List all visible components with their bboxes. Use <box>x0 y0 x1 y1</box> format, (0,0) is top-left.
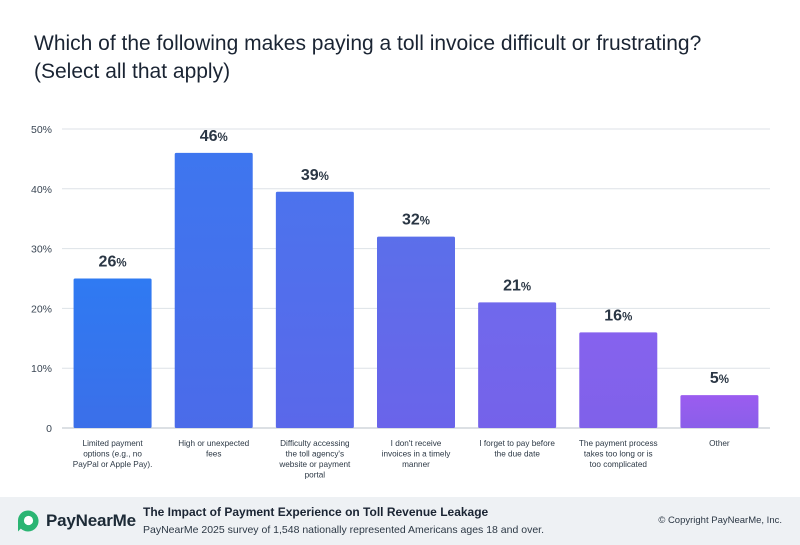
data-label: 16% <box>604 307 632 324</box>
data-label: 39% <box>301 167 329 184</box>
data-label: 32% <box>402 212 430 229</box>
y-tick-label: 30% <box>31 244 52 256</box>
x-tick-label: The payment process takes too long or is t… <box>579 439 658 469</box>
bar <box>478 302 557 428</box>
bar <box>377 236 455 428</box>
x-tick-label: I don't receive invoices in a timely manne… <box>382 439 452 469</box>
copyright-text: © Copyright PayNearMe, Inc. <box>658 515 782 526</box>
data-label: 26% <box>99 254 127 271</box>
data-label: 46% <box>200 128 228 145</box>
data-label: 5% <box>710 370 729 387</box>
x-tick-label: Other <box>709 439 730 448</box>
x-tick-label: Difficulty accessing the toll agency's web… <box>278 439 351 480</box>
chart-title-line-1: Which of the following makes paying a to… <box>34 32 702 55</box>
bar <box>73 278 152 428</box>
paynearme-logo: PayNearMe <box>16 509 136 533</box>
bar <box>275 191 354 428</box>
y-tick-label: 10% <box>31 363 52 375</box>
paynearme-logo-icon <box>17 510 39 532</box>
bar <box>579 332 658 428</box>
y-tick-label: 40% <box>31 184 52 196</box>
x-tick-label: I forget to pay before the due date <box>479 439 555 459</box>
chart-title: Which of the following makes paying a to… <box>34 30 774 86</box>
chart-title-line-2: (Select all that apply) <box>34 60 231 83</box>
footer-title: The Impact of Payment Experience on Toll… <box>143 505 489 519</box>
y-tick-label: 0 <box>46 423 52 435</box>
bar <box>174 152 253 429</box>
footer-subtitle: PayNearMe 2025 survey of 1,548 nationall… <box>143 524 544 536</box>
x-tick-label: Limited payment options (e.g., no PayPal o… <box>73 439 153 469</box>
y-tick-label: 20% <box>31 303 52 315</box>
footer: PayNearMe The Impact of Payment Experien… <box>0 497 800 545</box>
x-tick-label: High or unexpected fees <box>178 439 249 459</box>
bar <box>680 395 759 428</box>
logo-text: PayNearMe <box>46 511 136 530</box>
bar-chart: 0 10% 20% 30% 40% 50% 26% Limited payment option… <box>31 124 770 480</box>
data-label: 21% <box>503 277 531 294</box>
y-tick-label: 50% <box>31 124 52 136</box>
